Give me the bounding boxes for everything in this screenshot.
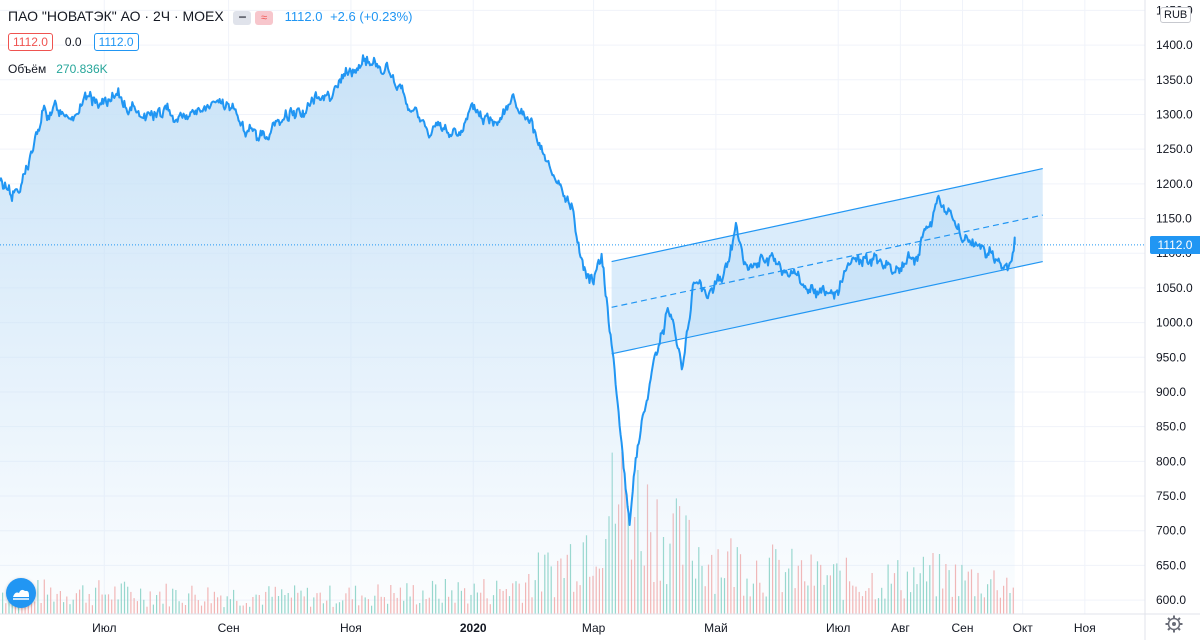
y-tick-label: 800.0: [1156, 454, 1186, 468]
y-tick-label: 1250.0: [1156, 142, 1193, 156]
minus-icon[interactable]: ━: [233, 11, 252, 25]
price-axis[interactable]: 1450.01400.01350.01300.01250.01200.01150…: [1144, 0, 1193, 640]
last-price-tag: 1112.0: [1150, 236, 1200, 254]
x-tick-label: Мар: [582, 621, 606, 635]
price-change: +2.6 (+0.23%): [330, 9, 413, 24]
y-tick-label: 850.0: [1156, 420, 1186, 434]
x-tick-label: Ноя: [340, 621, 362, 635]
y-tick-label: 1300.0: [1156, 108, 1193, 122]
bid-box[interactable]: 1112.0: [8, 33, 53, 51]
y-tick-label: 650.0: [1156, 558, 1186, 572]
x-tick-label: Май: [704, 621, 728, 635]
y-tick-label: 700.0: [1156, 524, 1186, 538]
approx-icon[interactable]: ≈: [255, 11, 273, 25]
tradingview-logo-icon[interactable]: [6, 578, 36, 608]
x-tick-label: 2020: [460, 621, 487, 635]
y-tick-label: 950.0: [1156, 350, 1186, 364]
y-tick-label: 1400.0: [1156, 38, 1193, 52]
y-tick-label: 1050.0: [1156, 281, 1193, 295]
x-tick-label: Сен: [952, 621, 974, 635]
y-tick-label: 1200.0: [1156, 177, 1193, 191]
regression-channel[interactable]: [611, 168, 1043, 355]
spread-value: 0.0: [64, 35, 82, 49]
y-tick-label: 1000.0: [1156, 316, 1193, 330]
time-axis[interactable]: Июл Сен Ноя 2020 Мар Май Июл Авг Сен Окт Ноя: [0, 613, 1200, 635]
currency-button[interactable]: RUB: [1160, 7, 1192, 23]
price-area-fill: [0, 55, 1015, 614]
price-line: [0, 54, 1016, 526]
volume-legend: Объём 270.836K: [8, 62, 108, 76]
ask-box[interactable]: 1112.0: [93, 33, 139, 51]
volume-label: Объём: [8, 62, 47, 76]
symbol-title[interactable]: ПАО "НОВАТЭК" АО · 2Ч · MOEX: [8, 8, 224, 24]
price-line-layer: [0, 54, 1145, 526]
y-tick-label: 1150.0: [1156, 212, 1192, 226]
chart-header: ПАО "НОВАТЭК" АО · 2Ч · MOEX ━ ≈ 1112.0 …: [8, 8, 412, 25]
x-tick-label: Ноя: [1074, 621, 1096, 635]
gear-icon[interactable]: [1164, 614, 1184, 639]
y-tick-label: 900.0: [1156, 385, 1186, 399]
channel-mid-line: [611, 214, 1043, 308]
volume-value: 270.836K: [56, 62, 108, 76]
y-tick-label: 1350.0: [1156, 73, 1193, 87]
y-tick-label: 750.0: [1156, 489, 1186, 503]
x-tick-label: Окт: [1013, 621, 1034, 635]
last-price: 1112.0: [284, 9, 323, 24]
y-tick-label: 600.0: [1156, 593, 1186, 607]
x-tick-label: Июл: [826, 621, 850, 635]
x-tick-label: Сен: [218, 621, 240, 635]
x-tick-label: Июл: [92, 621, 116, 635]
x-tick-label: Авг: [891, 621, 910, 635]
quote-row: 1112.0 0.0 1112.0: [8, 33, 139, 51]
channel-lower-line: [611, 260, 1043, 355]
channel-upper-line: [611, 168, 1043, 263]
price-area: [0, 55, 1015, 614]
